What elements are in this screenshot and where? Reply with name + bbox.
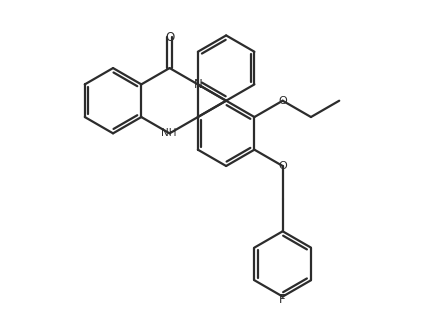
Text: F: F [279, 293, 286, 306]
Text: O: O [165, 31, 174, 43]
Text: NH: NH [161, 128, 177, 138]
Text: O: O [278, 161, 287, 171]
Text: O: O [278, 96, 287, 106]
Text: N: N [193, 78, 202, 91]
